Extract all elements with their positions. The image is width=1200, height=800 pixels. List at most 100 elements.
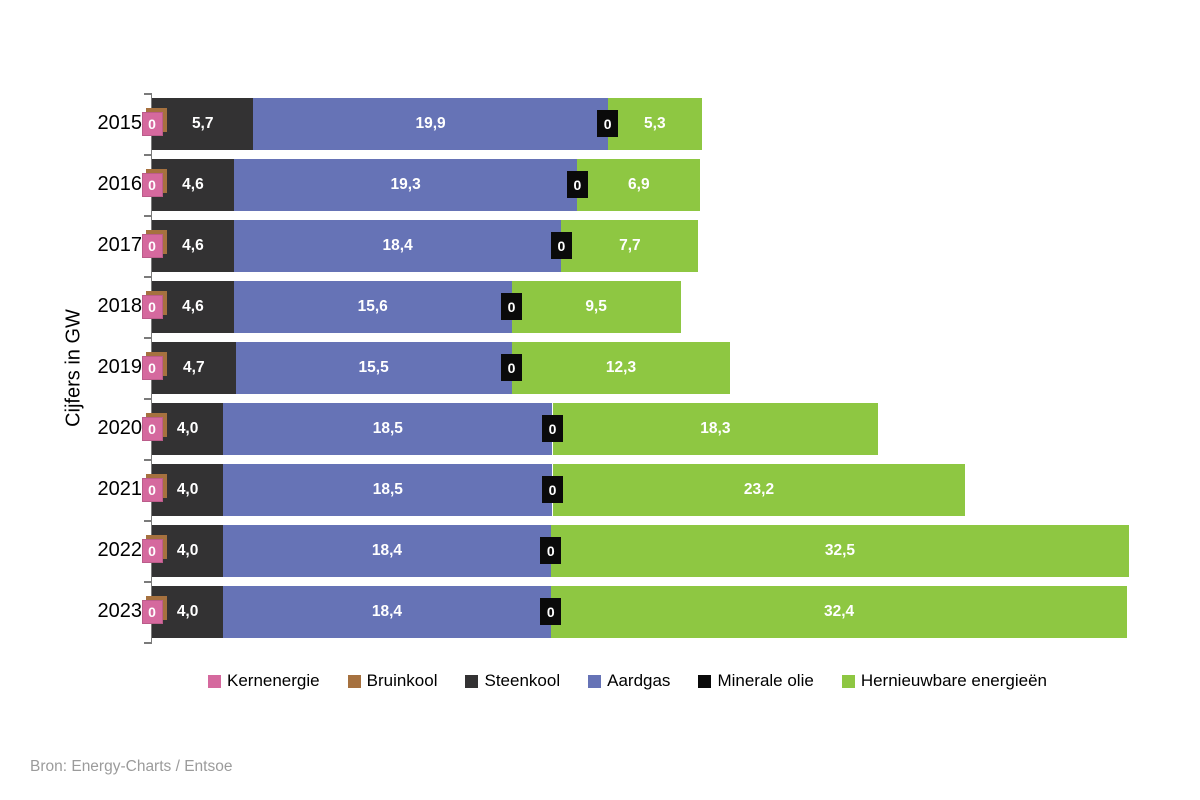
bar-segment-hernieuwbare-energie-n: 6,9 <box>577 158 701 211</box>
value-label: 9,5 <box>585 297 607 315</box>
legend-label: Steenkool <box>484 671 561 690</box>
bar-segment-aardgas: 18,5 <box>223 402 553 455</box>
axis-tick <box>144 215 152 217</box>
bar-segment-aardgas: 15,6 <box>233 280 512 333</box>
bar-segment-aardgas: 19,3 <box>233 158 578 211</box>
legend-label: Minerale olie <box>717 671 814 690</box>
zero-marker-minerale-olie: 0 <box>501 354 523 381</box>
zero-marker-kernenergie: 0 <box>141 294 163 319</box>
axis-tick <box>144 93 152 95</box>
zero-marker-minerale-olie: 0 <box>566 171 588 198</box>
axis-tick <box>144 642 152 644</box>
value-label: 15,5 <box>358 358 389 376</box>
axis-tick <box>144 459 152 461</box>
bar-segment-hernieuwbare-energie-n: 5,3 <box>607 97 702 150</box>
zero-marker-minerale-olie: 0 <box>597 110 619 137</box>
bar-segment-aardgas: 15,5 <box>235 341 512 394</box>
value-label: 19,9 <box>415 114 446 132</box>
zero-marker-minerale-olie: 0 <box>501 293 523 320</box>
value-label: 18,5 <box>372 480 403 498</box>
zero-marker-minerale-olie: 0 <box>542 415 563 442</box>
zero-marker-minerale-olie: 0 <box>542 476 563 503</box>
category-label: 2023 <box>97 600 143 622</box>
value-label: 7,7 <box>619 236 641 254</box>
value-label: 4,6 <box>182 297 204 315</box>
category-label: 2016 <box>97 173 143 195</box>
zero-marker-kernenergie: 0 <box>141 233 163 258</box>
axis-tick <box>144 581 152 583</box>
source-attribution: Bron: Energy-Charts / Entsoe <box>30 758 233 775</box>
legend-item-kernenergie: Kernenergie <box>207 671 320 691</box>
bar-segment-hernieuwbare-energie-n: 23,2 <box>552 463 966 516</box>
legend-label: Kernenergie <box>226 671 320 690</box>
value-label: 32,4 <box>823 602 855 620</box>
zero-marker-kernenergie: 0 <box>141 538 163 563</box>
bar-segment-aardgas: 18,4 <box>233 219 562 272</box>
zero-marker-kernenergie: 0 <box>141 416 163 441</box>
value-label: 4,7 <box>183 358 205 376</box>
legend-label: Aardgas <box>607 671 671 690</box>
zero-marker-kernenergie: 0 <box>141 477 163 502</box>
bar-segment-hernieuwbare-energie-n: 18,3 <box>552 402 879 455</box>
bar-segment-aardgas: 18,5 <box>223 463 553 516</box>
bar-segment-aardgas: 18,4 <box>223 585 551 638</box>
axis-tick <box>144 154 152 156</box>
bar-segment-hernieuwbare-energie-n: 32,5 <box>550 524 1130 577</box>
value-label: 23,2 <box>743 480 775 498</box>
category-label: 2022 <box>97 539 143 561</box>
zero-marker-minerale-olie: 0 <box>540 537 562 564</box>
value-label: 4,6 <box>182 236 204 254</box>
axis-tick <box>144 276 152 278</box>
value-label: 5,7 <box>191 114 214 132</box>
legend-swatch <box>841 674 855 688</box>
axis-tick <box>144 398 152 400</box>
value-label: 4,0 <box>176 602 199 620</box>
legend: Kernenergie Bruinkool Steenkool Aardgas Mine… <box>55 666 1200 696</box>
zero-marker-kernenergie: 0 <box>141 111 163 136</box>
legend-swatch <box>465 674 479 688</box>
value-label: 18,4 <box>382 236 413 254</box>
legend-item-bruinkool: Bruinkool <box>347 671 438 691</box>
value-label: 4,6 <box>182 175 204 193</box>
legend-swatch <box>207 674 221 688</box>
category-label: 2017 <box>97 234 143 256</box>
value-label: 4,0 <box>176 480 199 498</box>
category-label: 2015 <box>97 112 143 134</box>
legend-item-minerale-olie: Minerale olie <box>698 671 814 691</box>
legend-label: Bruinkool <box>366 671 438 690</box>
bar-segment-steenkool: 5,7 <box>152 97 254 150</box>
category-label: 2020 <box>97 417 143 439</box>
zero-marker-minerale-olie: 0 <box>540 598 562 625</box>
bar-segment-hernieuwbare-energie-n: 9,5 <box>511 280 681 333</box>
value-label: 6,9 <box>628 175 650 193</box>
legend-swatch <box>588 674 602 688</box>
legend-label: Hernieuwbare energieën <box>860 671 1048 690</box>
zero-marker-minerale-olie: 0 <box>550 232 572 259</box>
category-label: 2019 <box>97 356 143 378</box>
zero-marker-kernenergie: 0 <box>141 355 163 380</box>
value-label: 18,4 <box>371 541 403 559</box>
zero-marker-kernenergie: 0 <box>141 599 163 624</box>
value-label: 15,6 <box>357 297 388 315</box>
bar-segment-hernieuwbare-energie-n: 7,7 <box>561 219 699 272</box>
bar-segment-hernieuwbare-energie-n: 12,3 <box>511 341 731 394</box>
bar-segment-aardgas: 19,9 <box>253 97 608 150</box>
value-label: 4,0 <box>176 541 199 559</box>
legend-swatch <box>347 674 361 688</box>
legend-item-aardgas: Aardgas <box>588 671 670 691</box>
value-label: 12,3 <box>605 358 637 376</box>
axis-tick <box>144 520 152 522</box>
axis-tick <box>144 337 152 339</box>
bar-segment-hernieuwbare-energie-n: 32,4 <box>550 585 1128 638</box>
legend-item-steenkool: Steenkool <box>465 671 560 691</box>
value-label: 32,5 <box>824 541 856 559</box>
value-label: 18,3 <box>700 419 731 437</box>
value-label: 5,3 <box>644 114 666 132</box>
bar-segment-aardgas: 18,4 <box>223 524 551 577</box>
value-label: 4,0 <box>176 419 199 437</box>
value-label: 19,3 <box>390 175 421 193</box>
value-label: 18,4 <box>371 602 403 620</box>
zero-marker-kernenergie: 0 <box>141 172 163 197</box>
